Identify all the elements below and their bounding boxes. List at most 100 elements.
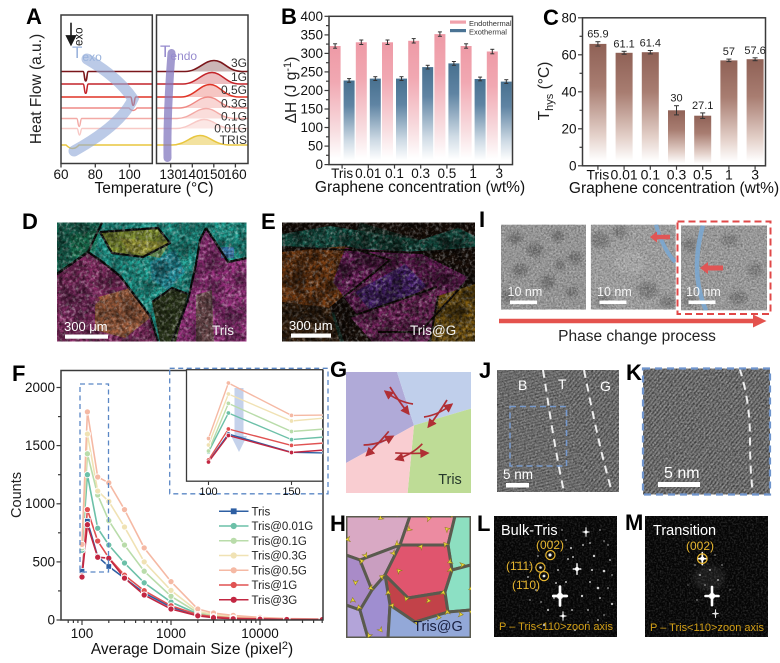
svg-text:0: 0	[315, 157, 323, 172]
svg-text:140: 140	[181, 167, 204, 182]
svg-text:Graphene concentration (wt%): Graphene concentration (wt%)	[569, 180, 779, 197]
svg-text:L: L	[477, 511, 490, 536]
svg-text:1: 1	[469, 166, 477, 181]
svg-text:3G: 3G	[231, 56, 247, 70]
svg-text:T: T	[558, 376, 567, 392]
svg-text:0.1: 0.1	[385, 166, 404, 181]
svg-text:61.4: 61.4	[640, 38, 661, 50]
svg-text:2000: 2000	[25, 380, 55, 395]
svg-text:50: 50	[308, 139, 323, 154]
svg-text:F: F	[12, 361, 25, 386]
svg-text:E: E	[261, 209, 276, 234]
svg-text:Average Domain Size (pixel2: Average Domain Size (pixel2)	[91, 640, 293, 658]
svg-text:5 nm: 5 nm	[503, 467, 533, 482]
svg-text:Thys (°C): Thys (°C)	[536, 62, 556, 121]
svg-text:Graphene concentration (wt%): Graphene concentration (wt%)	[315, 179, 525, 196]
svg-text:D: D	[22, 209, 38, 234]
svg-text:C: C	[543, 5, 559, 30]
svg-text:B: B	[518, 377, 527, 393]
svg-text:0.3: 0.3	[411, 166, 430, 181]
svg-text:Tris: Tris	[586, 167, 609, 183]
svg-text:(1̄11): (1̄11)	[506, 559, 533, 573]
svg-text:Tendo: Tendo	[160, 42, 197, 63]
svg-text:Phase change process: Phase change process	[558, 328, 716, 345]
svg-text:3: 3	[751, 167, 759, 183]
svg-text:300: 300	[300, 46, 323, 61]
svg-text:Transition: Transition	[653, 523, 716, 539]
svg-text:1G: 1G	[231, 70, 247, 84]
svg-text:150: 150	[203, 167, 226, 182]
svg-text:1000: 1000	[156, 626, 186, 641]
svg-text:Tris: Tris	[252, 506, 271, 518]
svg-text:0.01G: 0.01G	[214, 122, 247, 136]
svg-text:100: 100	[199, 486, 217, 498]
svg-text:Temperature (°C): Temperature (°C)	[94, 180, 213, 197]
svg-text:0.5G: 0.5G	[221, 83, 247, 97]
svg-text:27.1: 27.1	[692, 100, 713, 112]
svg-text:500: 500	[32, 554, 55, 569]
svg-text:G: G	[330, 357, 347, 382]
svg-text:Tris: Tris	[212, 323, 234, 338]
svg-text:200: 200	[300, 83, 323, 98]
svg-text:Tris: Tris	[331, 166, 353, 181]
svg-text:1: 1	[725, 167, 733, 183]
svg-text:A: A	[26, 4, 42, 29]
svg-text:Endothermal: Endothermal	[469, 19, 512, 28]
svg-text:1500: 1500	[25, 438, 55, 453]
svg-text:J: J	[479, 358, 491, 383]
svg-text:400: 400	[300, 9, 323, 24]
svg-text:Tris@0.01G: Tris@0.01G	[252, 521, 314, 533]
svg-text:30: 30	[670, 93, 682, 105]
svg-text:P – Tris<110>zoon axis: P – Tris<110>zoon axis	[499, 621, 613, 633]
svg-text:I: I	[479, 207, 485, 232]
svg-text:(1̄10): (1̄10)	[512, 578, 540, 592]
svg-text:0.3G: 0.3G	[221, 97, 247, 111]
svg-text:57.6: 57.6	[744, 45, 765, 57]
svg-text:3: 3	[496, 166, 504, 181]
svg-text:65.9: 65.9	[587, 29, 608, 41]
svg-text:Tris@0.1G: Tris@0.1G	[252, 536, 307, 548]
svg-text:ΔH (J g-1): ΔH (J g-1)	[282, 57, 300, 124]
svg-text:Tris@1G: Tris@1G	[252, 580, 298, 592]
svg-text:Texo: Texo	[72, 43, 102, 64]
svg-text:H: H	[330, 511, 346, 536]
svg-text:60: 60	[53, 167, 68, 182]
svg-text:Tris@G: Tris@G	[410, 323, 456, 338]
svg-text:(002): (002)	[536, 538, 564, 552]
svg-text:61.1: 61.1	[613, 38, 634, 50]
svg-text:60: 60	[561, 47, 576, 62]
svg-text:exo: exo	[74, 27, 86, 46]
svg-text:Tris@0.5G: Tris@0.5G	[252, 565, 307, 577]
svg-text:M: M	[625, 510, 643, 535]
svg-text:K: K	[626, 360, 642, 385]
svg-text:0: 0	[569, 158, 577, 173]
svg-text:0.01: 0.01	[610, 167, 637, 183]
svg-text:Heat Flow (a.u.): Heat Flow (a.u.)	[28, 34, 45, 144]
svg-text:0.1G: 0.1G	[221, 110, 247, 124]
svg-text:80: 80	[88, 167, 103, 182]
svg-text:100: 100	[71, 626, 94, 641]
svg-text:57: 57	[723, 46, 735, 58]
svg-text:1000: 1000	[25, 496, 55, 511]
svg-text:20: 20	[561, 121, 576, 136]
svg-text:40: 40	[561, 84, 576, 99]
svg-text:TRIS: TRIS	[220, 133, 247, 147]
svg-text:0.01: 0.01	[355, 166, 381, 181]
svg-text:100: 100	[118, 167, 141, 182]
svg-text:350: 350	[300, 27, 323, 42]
svg-text:P – Tris<110>zoon axis: P – Tris<110>zoon axis	[650, 622, 764, 634]
svg-text:Counts: Counts	[9, 472, 25, 518]
svg-text:10000: 10000	[241, 626, 279, 641]
svg-text:0.1: 0.1	[641, 167, 661, 183]
svg-text:100: 100	[300, 120, 323, 135]
svg-text:Tris: Tris	[438, 472, 462, 488]
svg-text:5 nm: 5 nm	[664, 465, 700, 482]
svg-text:10 nm: 10 nm	[597, 285, 632, 299]
svg-text:G: G	[600, 378, 611, 394]
svg-text:300 μm: 300 μm	[289, 318, 333, 333]
svg-text:10 nm: 10 nm	[686, 285, 721, 299]
svg-text:0.5: 0.5	[693, 167, 713, 183]
svg-text:300 μm: 300 μm	[64, 319, 108, 334]
svg-text:80: 80	[561, 10, 576, 25]
svg-text:(002): (002)	[686, 539, 714, 553]
